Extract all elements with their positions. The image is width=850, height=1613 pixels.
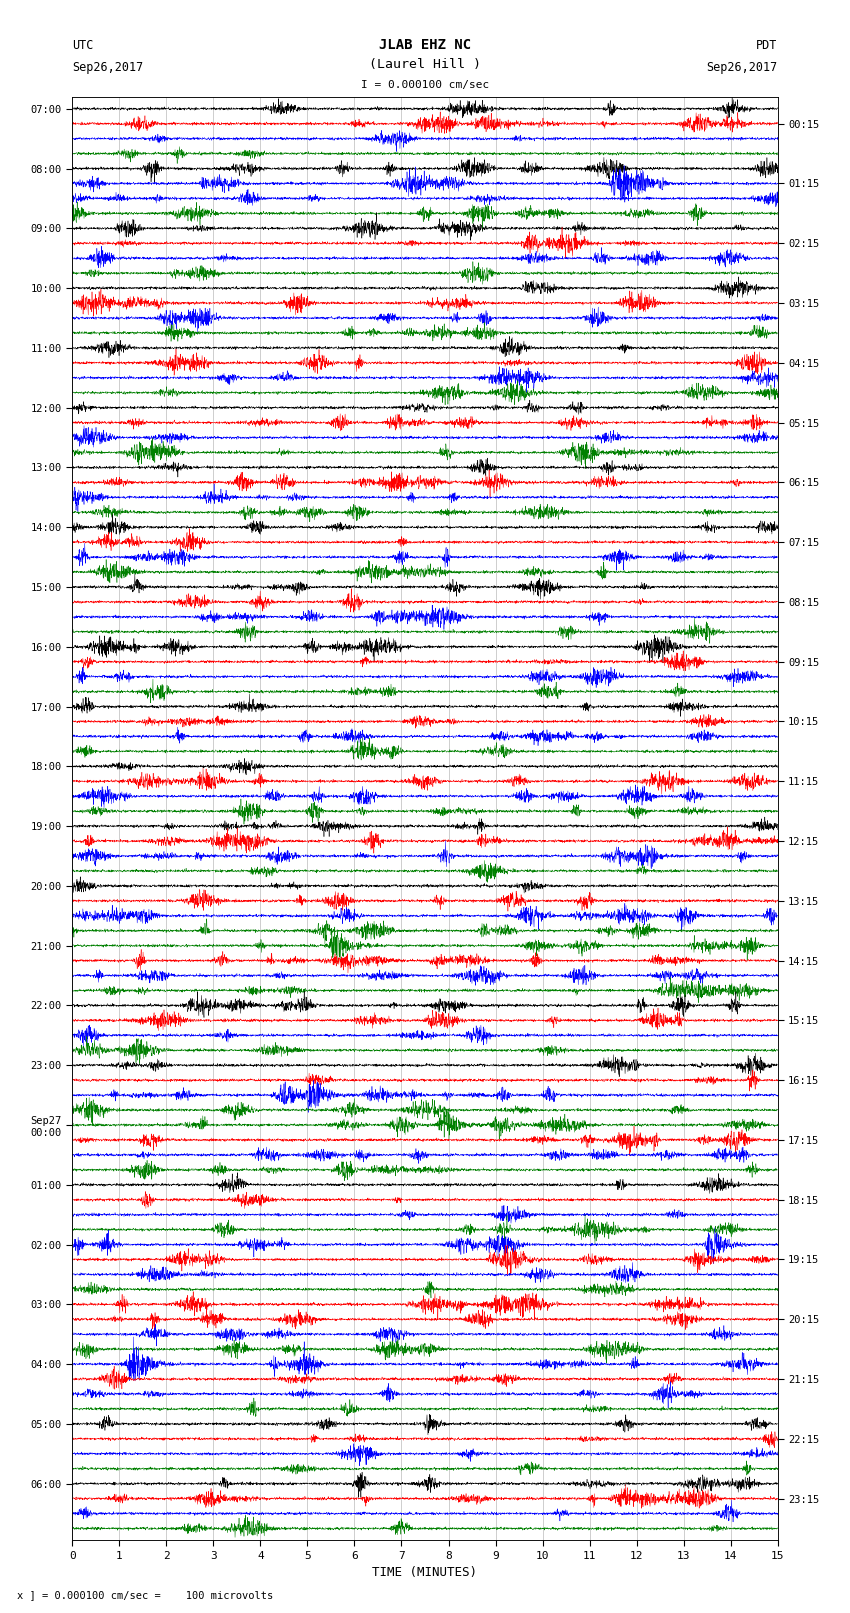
Text: Sep26,2017: Sep26,2017 bbox=[72, 61, 144, 74]
Text: UTC: UTC bbox=[72, 39, 94, 52]
Text: Sep26,2017: Sep26,2017 bbox=[706, 61, 778, 74]
Text: (Laurel Hill ): (Laurel Hill ) bbox=[369, 58, 481, 71]
Text: I = 0.000100 cm/sec: I = 0.000100 cm/sec bbox=[361, 81, 489, 90]
Text: JLAB EHZ NC: JLAB EHZ NC bbox=[379, 37, 471, 52]
X-axis label: TIME (MINUTES): TIME (MINUTES) bbox=[372, 1566, 478, 1579]
Text: PDT: PDT bbox=[756, 39, 778, 52]
Text: x ] = 0.000100 cm/sec =    100 microvolts: x ] = 0.000100 cm/sec = 100 microvolts bbox=[17, 1590, 273, 1600]
